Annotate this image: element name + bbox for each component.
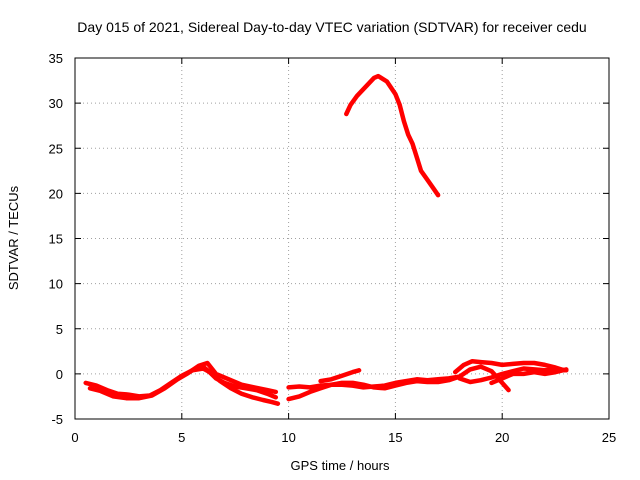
- y-tick-label: 30: [49, 96, 63, 111]
- y-axis-label: SDTVAR / TECUs: [6, 185, 21, 290]
- y-tick-label: 10: [49, 277, 63, 292]
- series-line-night-band-b: [87, 360, 279, 401]
- y-tick-label: 35: [49, 51, 63, 66]
- x-axis-label: GPS time / hours: [291, 458, 390, 473]
- series-line-day-band-b: [286, 364, 511, 402]
- y-tick-label: -5: [51, 412, 63, 427]
- data-series: [83, 73, 569, 406]
- y-tick-label: 15: [49, 232, 63, 247]
- series-line-day-band-e: [457, 366, 569, 385]
- series-line-night-band-c: [200, 364, 281, 406]
- x-axis: 0 5 10 15 20 25: [71, 58, 616, 445]
- x-tick-label: 0: [71, 430, 78, 445]
- x-tick-label: 15: [388, 430, 402, 445]
- x-tick-label: 10: [281, 430, 295, 445]
- series-line-satellite-high-arc: [344, 73, 441, 198]
- x-tick-label: 20: [495, 430, 509, 445]
- chart-title: Day 015 of 2021, Sidereal Day-to-day VTE…: [77, 19, 586, 35]
- y-tick-label: 20: [49, 186, 63, 201]
- y-axis: -5 0 5 10 15 20 25 30 35: [49, 51, 609, 427]
- y-tick-label: 25: [49, 141, 63, 156]
- series-line-day-band-c: [318, 368, 362, 384]
- y-tick-label: 0: [56, 367, 63, 382]
- series-line-day-band-d: [452, 358, 567, 375]
- y-tick-label: 5: [56, 322, 63, 337]
- x-tick-label: 5: [178, 430, 185, 445]
- series-line-day-band-f: [489, 367, 569, 386]
- series-line-night-band-a: [83, 366, 279, 400]
- x-tick-label: 25: [602, 430, 616, 445]
